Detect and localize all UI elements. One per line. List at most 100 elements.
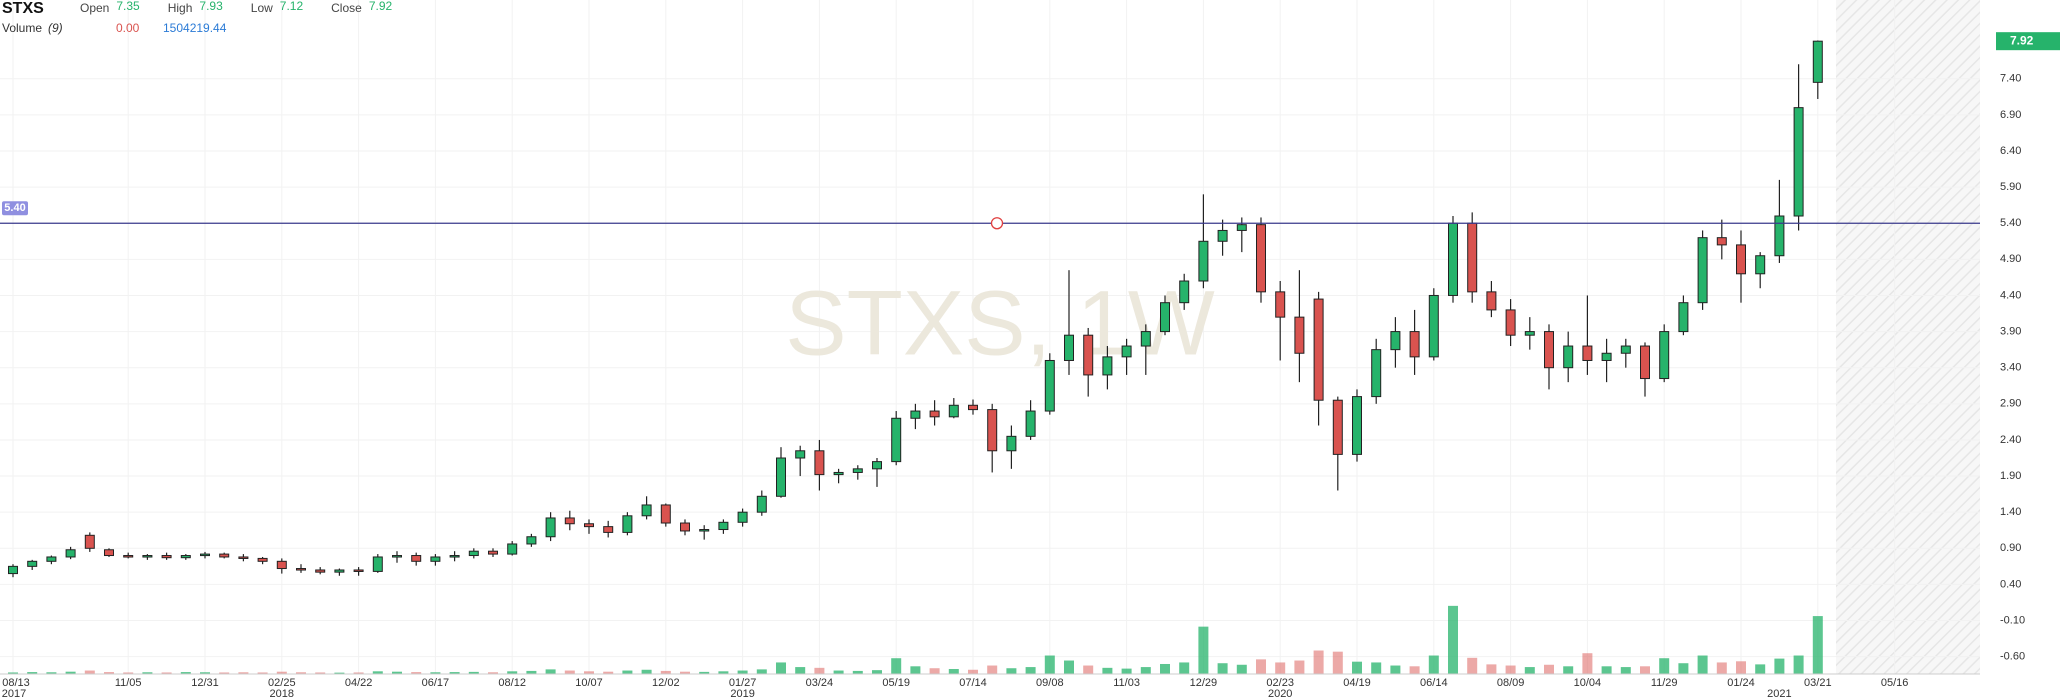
candle-body [1236, 224, 1247, 231]
x-year-label: 2017 [2, 688, 26, 700]
line-handle [990, 217, 1004, 230]
hline-label: 5.40 [4, 202, 25, 214]
volume-bar [718, 671, 729, 674]
candle-body [1294, 316, 1305, 354]
volume-bar [526, 670, 537, 674]
candle-body [257, 557, 268, 562]
x-tick-label: 10/04 [1574, 677, 1602, 689]
candle-body [411, 555, 422, 562]
candle-body [238, 556, 249, 559]
volume-bar [968, 669, 978, 674]
volume-bar [219, 672, 230, 674]
candle-body [1121, 345, 1132, 358]
volume-bar [1716, 662, 1727, 674]
volume-bar [180, 672, 191, 674]
candle-body [353, 569, 364, 572]
volume-bar [1448, 605, 1458, 674]
volume-bar [1179, 662, 1190, 674]
candle-body [27, 560, 38, 567]
candle-body [1486, 291, 1497, 311]
candle-body [315, 569, 326, 573]
y-tick-label: 0.40 [2000, 578, 2021, 590]
y-tick-label: 1.40 [2000, 506, 2021, 518]
candle-body [161, 555, 172, 559]
x-tick-label: 04/19 [1343, 677, 1371, 689]
volume-bar [392, 671, 402, 674]
candle-body [468, 550, 479, 557]
volume-bar [1256, 659, 1266, 674]
x-tick-label: 06/14 [1420, 677, 1448, 689]
candle-body [507, 543, 518, 555]
candle-body [1563, 345, 1574, 369]
candle-body [449, 555, 460, 558]
volume-bar [1505, 665, 1516, 674]
candle-body [1064, 334, 1074, 361]
future-zone [1836, 0, 1980, 674]
volume-bar [430, 672, 441, 674]
candle-body [65, 549, 76, 558]
volume-bar [852, 670, 863, 674]
x-year-label: 2018 [270, 688, 294, 700]
volume-bar [161, 672, 172, 674]
volume-bar [449, 672, 460, 674]
candle-body [296, 568, 306, 571]
x-tick-label: 09/08 [1036, 677, 1064, 689]
volume-bar [872, 670, 882, 674]
candle-body [1716, 237, 1727, 246]
candle-body [372, 556, 383, 572]
volume-bar [334, 672, 345, 674]
volume-bar [1083, 665, 1094, 674]
volume-bar [987, 665, 998, 674]
x-year-label: 2020 [1268, 688, 1292, 700]
legend-name: High [168, 1, 193, 15]
volume-bar [948, 668, 959, 674]
volume-bar [814, 667, 825, 674]
candle-body [200, 553, 210, 557]
volume-bar [1409, 666, 1420, 674]
volume-bar [1121, 668, 1132, 674]
x-tick-label: 08/12 [498, 677, 526, 689]
volume-bar [411, 672, 422, 674]
volume-legend-value: 1504219.44 [163, 21, 227, 35]
volume-bar [680, 671, 690, 674]
last-price-label: 7.92 [2010, 33, 2034, 47]
candle-body [852, 468, 863, 473]
y-tick-label: 2.40 [2000, 434, 2021, 446]
volume-bar [1620, 667, 1631, 674]
symbol: STXS [2, 0, 44, 17]
volume-bar [46, 672, 57, 674]
volume-bar [1352, 661, 1362, 674]
candle-body [680, 522, 690, 532]
candle-body [872, 461, 882, 470]
volume-bar [891, 658, 902, 674]
candle-body [46, 556, 57, 562]
volume-bar [1390, 665, 1401, 674]
candle-body [603, 526, 614, 533]
volume-period: (9) [48, 21, 63, 35]
volume-bar [833, 670, 844, 674]
candle-body [1409, 331, 1420, 358]
volume-bar [776, 662, 786, 674]
volume-bar [1774, 658, 1785, 674]
volume-bar [545, 669, 556, 674]
y-tick-label: 3.90 [2000, 325, 2021, 337]
candle-body [1697, 237, 1708, 304]
candle-body [795, 450, 806, 459]
y-tick-label: 4.40 [2000, 289, 2021, 301]
last-price-badge [1996, 32, 2060, 51]
volume-bar [1198, 626, 1209, 674]
candle-body [1083, 334, 1094, 376]
x-tick-label: 01/27 [729, 677, 757, 689]
candle-body [392, 555, 402, 558]
hline-badge [2, 201, 28, 216]
volume-label: Volume [2, 21, 42, 35]
candle-body [1140, 331, 1151, 347]
candle-body [1793, 107, 1804, 217]
volume-bar [1467, 657, 1478, 674]
candle-body [123, 555, 134, 558]
candle-body [641, 504, 652, 517]
volume-bar [1640, 666, 1650, 674]
volume-bar [1544, 664, 1554, 674]
x-tick-label: 02/25 [268, 677, 296, 689]
candle-body [1640, 345, 1650, 380]
